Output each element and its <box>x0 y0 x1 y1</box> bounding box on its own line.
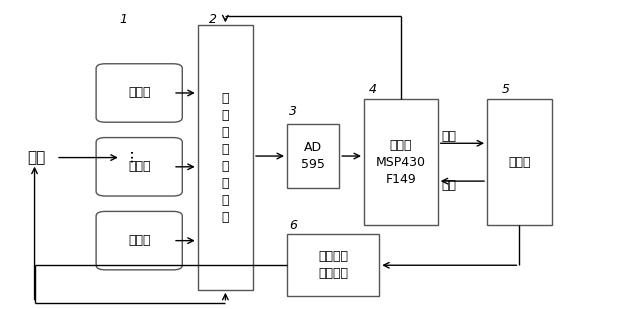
Text: AD
595: AD 595 <box>301 141 325 171</box>
Text: 温度: 温度 <box>27 150 46 165</box>
Text: 热电偶: 热电偶 <box>128 87 151 99</box>
Text: 热电偶: 热电偶 <box>128 160 151 173</box>
Text: 单片机
MSP430
F149: 单片机 MSP430 F149 <box>376 139 426 186</box>
Text: 热电偶: 热电偶 <box>128 234 151 247</box>
Text: 激光器与
运动平台: 激光器与 运动平台 <box>318 250 348 280</box>
Text: 数据: 数据 <box>441 129 457 142</box>
FancyBboxPatch shape <box>287 124 339 188</box>
FancyBboxPatch shape <box>96 138 182 196</box>
Text: 6: 6 <box>289 219 297 232</box>
Text: 1: 1 <box>120 13 128 26</box>
FancyBboxPatch shape <box>197 25 253 290</box>
Text: 上位机: 上位机 <box>508 156 531 169</box>
Text: ···: ··· <box>125 147 141 162</box>
FancyBboxPatch shape <box>364 99 438 225</box>
Text: 多
路
通
道
选
择
开
关: 多 路 通 道 选 择 开 关 <box>222 91 229 224</box>
Text: 3: 3 <box>289 105 297 118</box>
FancyBboxPatch shape <box>96 211 182 270</box>
FancyBboxPatch shape <box>487 99 552 225</box>
Text: 5: 5 <box>502 83 510 96</box>
Text: 指令: 指令 <box>441 179 457 192</box>
FancyBboxPatch shape <box>287 235 379 296</box>
FancyBboxPatch shape <box>96 64 182 122</box>
Text: 4: 4 <box>369 83 377 96</box>
Text: 2: 2 <box>209 13 217 26</box>
